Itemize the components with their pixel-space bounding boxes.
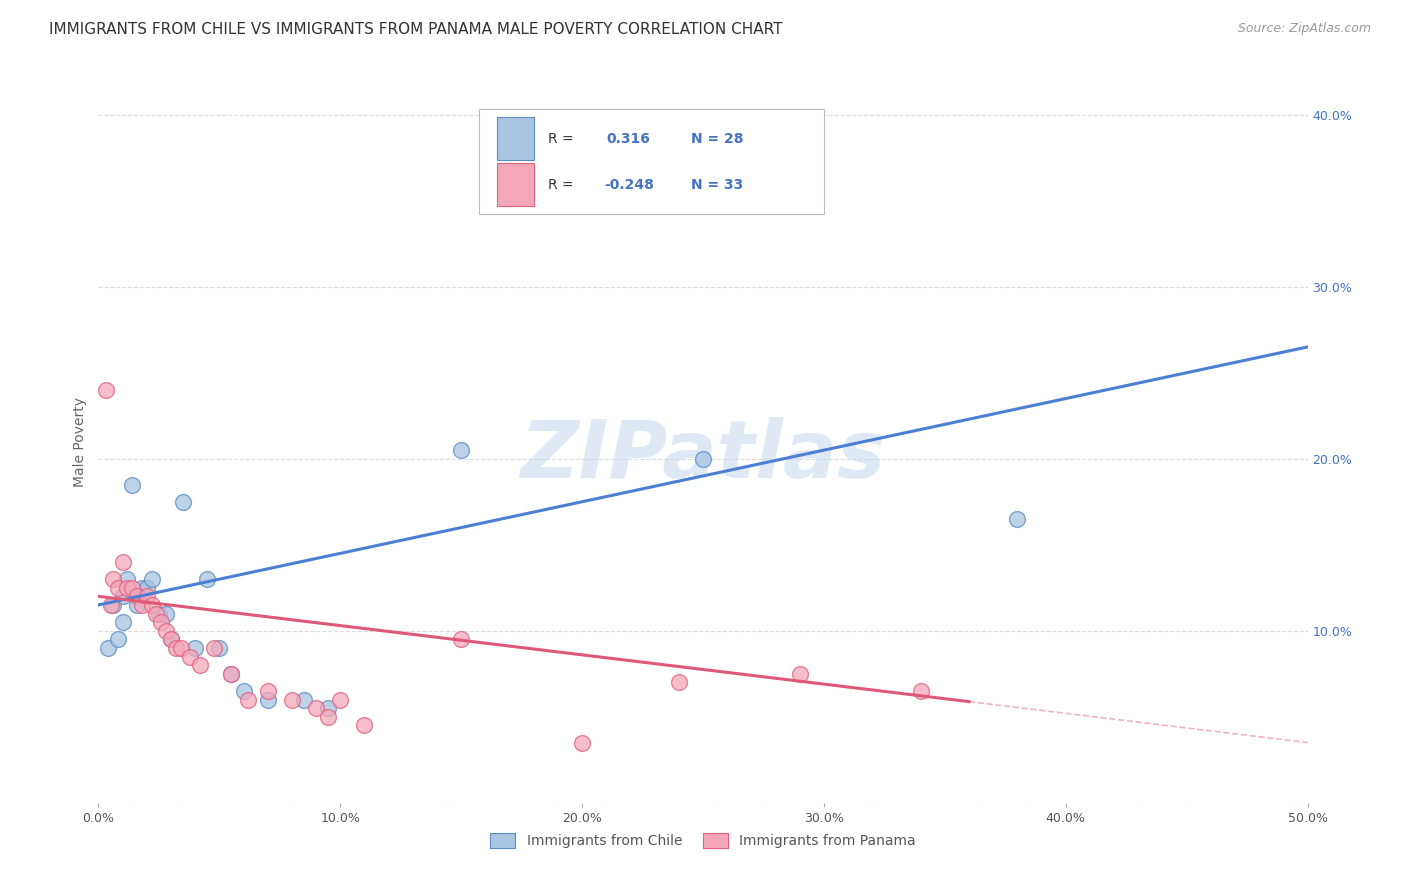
Point (127, 598, 149, 612)
Point (450, 443, 472, 458)
Point (97, 640, 120, 655)
Point (316, 710, 339, 724)
Point (292, 692, 315, 706)
Point (150, 615, 173, 630)
Text: N = 33: N = 33 (690, 178, 744, 192)
Text: R =: R = (548, 178, 578, 192)
Text: ZIPatlas: ZIPatlas (520, 417, 886, 495)
Point (145, 607, 167, 621)
Point (172, 494, 194, 508)
Point (232, 684, 254, 698)
Point (111, 615, 134, 630)
Point (155, 624, 177, 638)
Text: N = 28: N = 28 (690, 131, 744, 145)
Y-axis label: Male Poverty: Male Poverty (73, 397, 87, 486)
Point (148, 607, 170, 621)
Point (131, 581, 153, 595)
Point (208, 640, 231, 655)
Text: Source: ZipAtlas.com: Source: ZipAtlas.com (1237, 22, 1371, 36)
Point (184, 640, 207, 655)
Point (135, 581, 157, 595)
Point (117, 581, 139, 595)
Point (256, 692, 278, 706)
Text: R =: R = (548, 131, 578, 145)
FancyBboxPatch shape (479, 109, 824, 214)
Point (165, 640, 187, 655)
Point (131, 598, 153, 612)
Point (101, 572, 124, 586)
Point (221, 666, 243, 681)
Point (910, 684, 932, 698)
Point (668, 675, 690, 690)
Point (141, 572, 163, 586)
Point (100, 598, 122, 612)
Point (127, 590, 149, 604)
Text: -0.248: -0.248 (603, 178, 654, 192)
Point (692, 451, 714, 466)
FancyBboxPatch shape (498, 163, 534, 206)
Point (160, 632, 183, 647)
Point (121, 477, 143, 491)
Point (101, 598, 124, 612)
Point (353, 718, 375, 732)
Point (111, 590, 134, 604)
Point (238, 692, 260, 706)
Point (558, 194, 581, 208)
Point (450, 632, 472, 647)
Point (316, 701, 339, 715)
Point (107, 632, 129, 647)
Point (1007, 512, 1029, 526)
Point (111, 555, 134, 569)
Point (204, 640, 226, 655)
FancyBboxPatch shape (498, 117, 534, 161)
Point (571, 735, 593, 749)
Point (789, 666, 811, 681)
Point (329, 692, 352, 706)
Point (160, 632, 183, 647)
Point (135, 590, 157, 604)
Point (281, 692, 304, 706)
Text: IMMIGRANTS FROM CHILE VS IMMIGRANTS FROM PANAMA MALE POVERTY CORRELATION CHART: IMMIGRANTS FROM CHILE VS IMMIGRANTS FROM… (49, 22, 783, 37)
Point (188, 658, 211, 673)
Text: 0.316: 0.316 (606, 131, 650, 145)
Legend: Immigrants from Chile, Immigrants from Panama: Immigrants from Chile, Immigrants from P… (485, 828, 921, 854)
Point (221, 666, 243, 681)
Point (155, 607, 177, 621)
Point (121, 581, 143, 595)
Point (256, 684, 278, 698)
Point (179, 649, 201, 664)
Point (141, 598, 163, 612)
Point (94, 383, 117, 397)
Point (305, 701, 328, 715)
Point (169, 640, 191, 655)
Point (107, 581, 129, 595)
Point (195, 572, 218, 586)
Point (117, 572, 139, 586)
